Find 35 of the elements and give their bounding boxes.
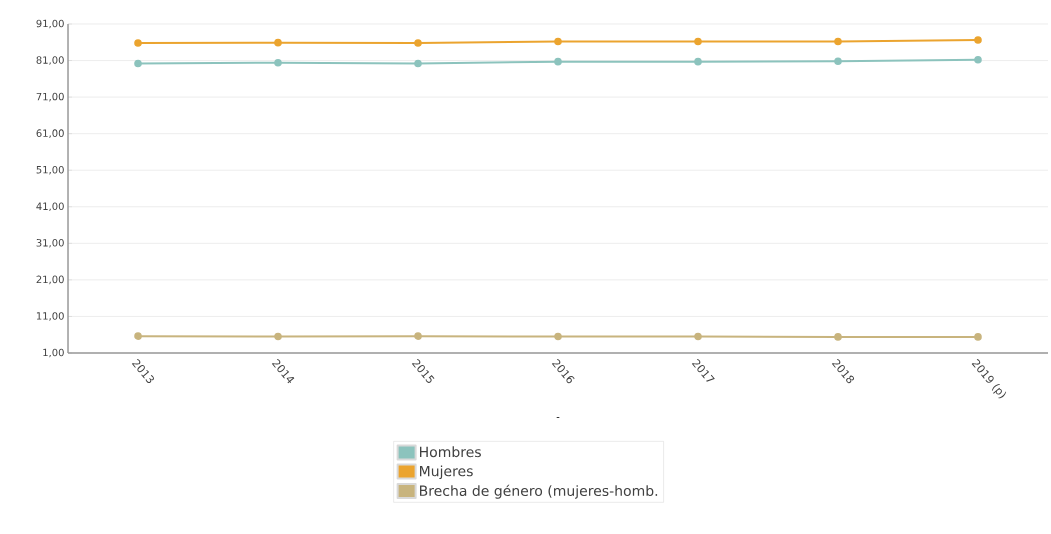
point: [834, 333, 842, 341]
y-tick-label: 51,00: [36, 165, 64, 175]
y-tick-label: 61,00: [36, 129, 64, 138]
point: [414, 59, 422, 68]
point: [274, 332, 282, 341]
y-tick-label: 1,00: [43, 348, 64, 358]
point: [834, 37, 842, 46]
point: [554, 57, 562, 66]
y-tick-label: 81,00: [36, 56, 64, 65]
legend-label: Mujeres: [420, 465, 473, 480]
y-tick-label: 21,00: [36, 275, 64, 285]
y-tick-label: 41,00: [36, 202, 64, 212]
y-tick-label: 91,00: [36, 19, 64, 29]
point: [554, 332, 562, 341]
point: [974, 36, 982, 44]
point: [134, 332, 142, 340]
point: [694, 37, 702, 46]
point: [694, 57, 702, 66]
point: [834, 57, 842, 66]
legend-label: Hombres: [420, 446, 481, 458]
point: [134, 39, 142, 47]
point: [414, 332, 422, 340]
point: [694, 332, 702, 341]
point: [974, 56, 982, 64]
y-tick-label: 11,00: [36, 312, 64, 321]
point: [274, 38, 282, 47]
y-tick-label: 31,00: [36, 239, 64, 248]
point: [274, 58, 282, 67]
legend-label: Brecha de género (mujeres-homb.: [420, 484, 658, 499]
y-tick-label: 71,00: [36, 92, 64, 102]
point: [414, 39, 422, 47]
point: [134, 59, 142, 68]
point: [554, 37, 562, 46]
point: [974, 333, 982, 341]
x-axis-title: -: [556, 417, 560, 418]
